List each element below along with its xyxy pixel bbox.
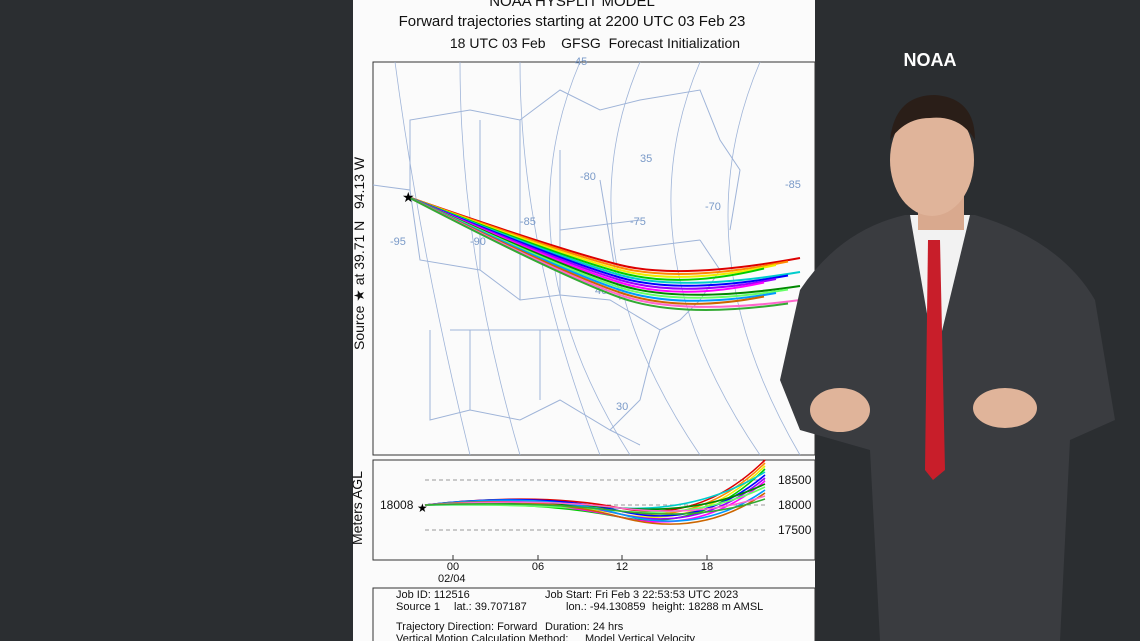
map-label: -95 bbox=[390, 236, 406, 248]
footer-text: Vertical Motion Calculation Method: bbox=[396, 633, 568, 641]
source-label: Source ★ at 39.71 N 94.13 W bbox=[351, 156, 367, 350]
face bbox=[890, 104, 974, 216]
hair bbox=[890, 95, 975, 140]
source-star: ★ bbox=[417, 501, 428, 515]
state-border bbox=[429, 330, 641, 446]
grid-line bbox=[610, 61, 701, 456]
subtitle: Forward trajectories starting at 2200 UT… bbox=[399, 13, 746, 30]
time-tick: 12 bbox=[616, 561, 628, 573]
map-label: -90 bbox=[470, 236, 486, 248]
state-border bbox=[450, 120, 621, 331]
grid-line bbox=[727, 61, 801, 456]
footer: Job ID: 112516 Job Start: Fri Feb 3 22:53… bbox=[396, 589, 763, 641]
footer-text: Source 1 bbox=[396, 601, 440, 613]
date-label: 02/04 bbox=[438, 573, 466, 585]
time-tick: 18 bbox=[701, 561, 713, 573]
tie bbox=[925, 240, 945, 480]
map-label: 30 bbox=[616, 401, 628, 413]
height-trajectory bbox=[424, 489, 766, 522]
hand bbox=[810, 388, 870, 432]
chart-panel bbox=[353, 0, 815, 641]
grid-line bbox=[394, 61, 471, 456]
source-star: ★ bbox=[402, 189, 415, 205]
trajectory bbox=[407, 196, 801, 273]
brand-logo: NOAA bbox=[904, 50, 957, 70]
title: NOAA HYSPLIT MODEL bbox=[489, 0, 655, 10]
footer-frame bbox=[372, 587, 816, 641]
footer-text: height: 18288 m AMSL bbox=[652, 601, 763, 613]
map-label: -70 bbox=[705, 201, 721, 213]
map-label: -75 bbox=[630, 216, 646, 228]
footer-text: Job Start: Fri Feb 3 22:53:53 UTC 2023 bbox=[545, 589, 738, 601]
suit bbox=[780, 215, 1115, 641]
trajectory bbox=[407, 196, 789, 311]
footer-text: lon.: -94.130859 bbox=[566, 601, 646, 613]
height-frame bbox=[372, 459, 816, 561]
state-border bbox=[409, 89, 741, 231]
trajectory bbox=[407, 196, 789, 275]
height-axis-label: Meters AGL bbox=[349, 471, 365, 545]
height-trajectory bbox=[424, 495, 766, 512]
map-label: -85 bbox=[520, 216, 536, 228]
time-tick: 06 bbox=[532, 561, 544, 573]
presenter bbox=[780, 95, 1115, 641]
map-label: -85 bbox=[785, 179, 801, 191]
time-tick: 00 bbox=[447, 561, 459, 573]
footer-text: Model Vertical Velocity bbox=[585, 633, 696, 641]
grid-line bbox=[670, 61, 761, 456]
hand bbox=[973, 388, 1037, 428]
grid-line bbox=[459, 61, 521, 456]
height-tick: 18500 bbox=[778, 473, 812, 487]
init-line: 18 UTC 03 Feb GFSG Forecast Initializati… bbox=[450, 35, 740, 51]
height-tick: 18000 bbox=[778, 498, 812, 512]
source-height: 18008 bbox=[380, 498, 414, 512]
map-frame bbox=[372, 61, 816, 456]
map-label: 35 bbox=[640, 153, 652, 165]
footer-text: Trajectory Direction: Forward bbox=[396, 621, 537, 633]
map-label: 45 bbox=[575, 56, 587, 68]
footer-text: Duration: 24 hrs bbox=[545, 621, 624, 633]
map-label: -80 bbox=[580, 171, 596, 183]
height-trajectory bbox=[424, 498, 766, 515]
height-tick: 17500 bbox=[778, 523, 812, 537]
footer-text: Job ID: 112516 bbox=[396, 589, 470, 601]
footer-text: lat.: 39.707187 bbox=[454, 601, 527, 613]
height-plot: 18500 18000 17500 00 06 12 18 ★ bbox=[417, 459, 812, 573]
